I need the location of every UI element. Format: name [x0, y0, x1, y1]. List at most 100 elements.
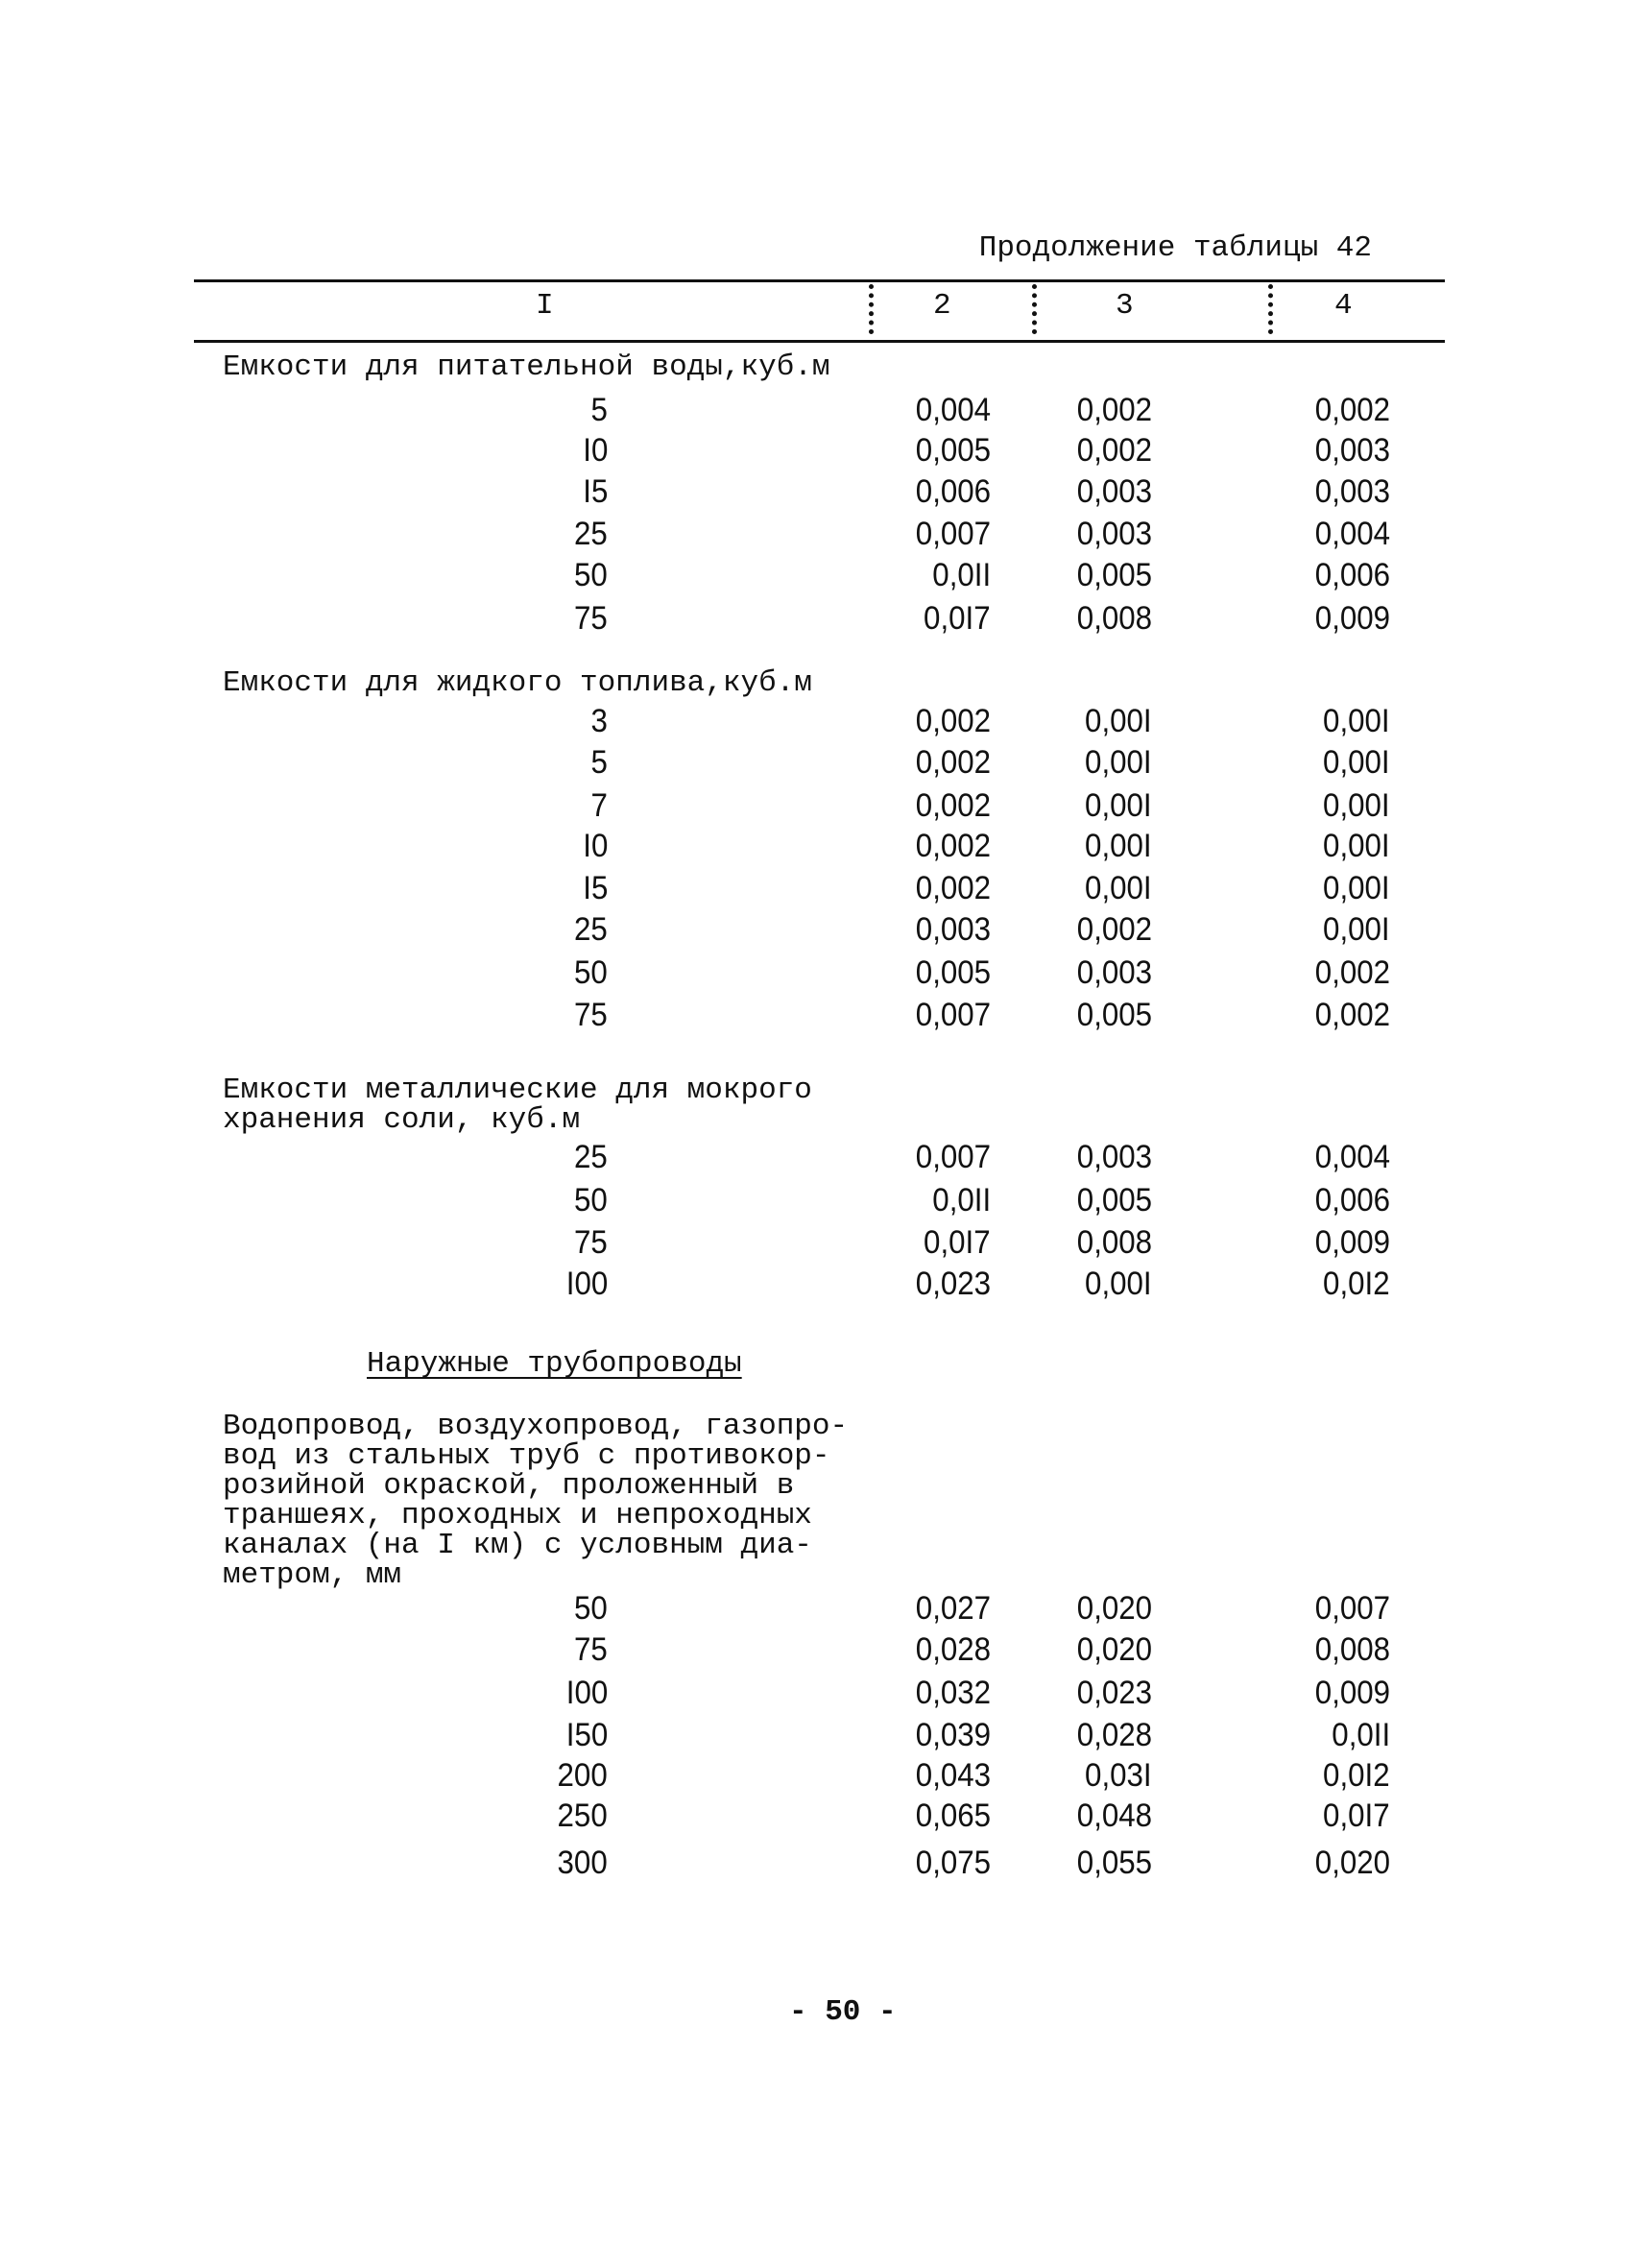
cell-col-4: 0,009	[1314, 1675, 1390, 1711]
row-label: 75	[574, 997, 608, 1033]
cell-col-3: 0,003	[1076, 516, 1152, 552]
cell-col-2: 0,065	[915, 1798, 991, 1834]
header-col-2: 2	[933, 289, 951, 323]
pipes-heading: Водопровод, воздухопровод, газопро- вод …	[223, 1410, 849, 1592]
cell-col-2: 0,027	[915, 1590, 991, 1627]
cell-col-4: 0,00I	[1323, 828, 1390, 864]
cell-col-2: 0,002	[915, 828, 991, 864]
cell-col-3: 0,005	[1076, 557, 1152, 593]
cell-col-3: 0,00I	[1085, 703, 1152, 739]
header-bottom-rule	[194, 340, 1445, 343]
cell-col-4: 0,007	[1314, 1590, 1390, 1627]
header-top-rule	[194, 279, 1445, 282]
cell-col-2: 0,002	[915, 870, 991, 906]
cell-col-4: 0,002	[1314, 392, 1390, 428]
row-label: 25	[574, 1139, 608, 1175]
row-label: I00	[565, 1266, 608, 1302]
row-label: 200	[557, 1757, 608, 1794]
cell-col-2: 0,0I7	[924, 1224, 991, 1261]
cell-col-4: 0,0I7	[1323, 1798, 1390, 1834]
cell-col-3: 0,003	[1076, 1139, 1152, 1175]
cell-col-3: 0,00I	[1085, 744, 1152, 781]
cell-col-3: 0,00I	[1085, 828, 1152, 864]
cell-col-2: 0,006	[915, 473, 991, 510]
row-label: 50	[574, 1182, 608, 1218]
header-col-1: I	[536, 289, 554, 323]
row-label: 50	[574, 954, 608, 991]
row-label: 75	[574, 1631, 608, 1668]
cell-col-3: 0,002	[1076, 432, 1152, 469]
cell-col-3: 0,003	[1076, 954, 1152, 991]
column-divider	[1032, 284, 1037, 334]
cell-col-4: 0,00I	[1323, 703, 1390, 739]
cell-col-3: 0,055	[1076, 1845, 1152, 1881]
cell-col-3: 0,008	[1076, 600, 1152, 637]
section-heading: Емкости для питательной воды,куб.м	[223, 350, 830, 384]
cell-col-2: 0,005	[915, 432, 991, 469]
cell-col-4: 0,00I	[1323, 870, 1390, 906]
row-label: 250	[557, 1798, 608, 1834]
page-number: - 50 -	[789, 1995, 897, 2029]
row-label: 300	[557, 1845, 608, 1881]
section-heading: Емкости металлические для мокрого хранен…	[223, 1074, 812, 1137]
cell-col-4: 0,004	[1314, 516, 1390, 552]
cell-col-2: 0,043	[915, 1757, 991, 1794]
cell-col-3: 0,028	[1076, 1717, 1152, 1753]
row-label: 75	[574, 600, 608, 637]
row-label: 3	[590, 703, 608, 739]
row-label: 50	[574, 1590, 608, 1627]
cell-col-4: 0,00I	[1323, 744, 1390, 781]
subsection-title: Наружные трубопроводы	[367, 1347, 742, 1381]
cell-col-4: 0,020	[1314, 1845, 1390, 1881]
cell-col-3: 0,002	[1076, 911, 1152, 948]
cell-col-4: 0,006	[1314, 1182, 1390, 1218]
cell-col-4: 0,004	[1314, 1139, 1390, 1175]
cell-col-2: 0,007	[915, 516, 991, 552]
cell-col-4: 0,009	[1314, 1224, 1390, 1261]
cell-col-2: 0,075	[915, 1845, 991, 1881]
cell-col-4: 0,003	[1314, 432, 1390, 469]
cell-col-2: 0,032	[915, 1675, 991, 1711]
cell-col-2: 0,005	[915, 954, 991, 991]
row-label: 25	[574, 516, 608, 552]
row-label: 5	[590, 392, 608, 428]
cell-col-3: 0,008	[1076, 1224, 1152, 1261]
cell-col-4: 0,0I2	[1323, 1757, 1390, 1794]
cell-col-3: 0,048	[1076, 1798, 1152, 1834]
cell-col-2: 0,004	[915, 392, 991, 428]
cell-col-2: 0,003	[915, 911, 991, 948]
cell-col-3: 0,00I	[1085, 1266, 1152, 1302]
cell-col-4: 0,008	[1314, 1631, 1390, 1668]
cell-col-4: 0,0II	[1332, 1717, 1390, 1753]
row-label: 50	[574, 557, 608, 593]
cell-col-3: 0,023	[1076, 1675, 1152, 1711]
row-label: I0	[582, 828, 608, 864]
cell-col-3: 0,020	[1076, 1631, 1152, 1668]
cell-col-4: 0,00I	[1323, 911, 1390, 948]
header-col-4: 4	[1334, 289, 1353, 323]
cell-col-2: 0,039	[915, 1717, 991, 1753]
cell-col-2: 0,002	[915, 744, 991, 781]
cell-col-2: 0,028	[915, 1631, 991, 1668]
table-caption: Продолжение таблицы 42	[978, 231, 1372, 265]
cell-col-2: 0,0II	[932, 557, 991, 593]
cell-col-2: 0,0I7	[924, 600, 991, 637]
cell-col-2: 0,002	[915, 703, 991, 739]
cell-col-3: 0,005	[1076, 1182, 1152, 1218]
cell-col-2: 0,023	[915, 1266, 991, 1302]
row-label: I00	[565, 1675, 608, 1711]
cell-col-3: 0,00I	[1085, 870, 1152, 906]
cell-col-4: 0,003	[1314, 473, 1390, 510]
cell-col-3: 0,003	[1076, 473, 1152, 510]
section-heading: Емкости для жидкого топлива,куб.м	[223, 666, 812, 700]
row-label: 75	[574, 1224, 608, 1261]
row-label: I5	[582, 870, 608, 906]
row-label: I50	[565, 1717, 608, 1753]
cell-col-4: 0,009	[1314, 600, 1390, 637]
cell-col-4: 0,006	[1314, 557, 1390, 593]
row-label: 7	[590, 787, 608, 824]
cell-col-3: 0,03I	[1085, 1757, 1152, 1794]
cell-col-2: 0,0II	[932, 1182, 991, 1218]
cell-col-4: 0,002	[1314, 954, 1390, 991]
cell-col-4: 0,002	[1314, 997, 1390, 1033]
